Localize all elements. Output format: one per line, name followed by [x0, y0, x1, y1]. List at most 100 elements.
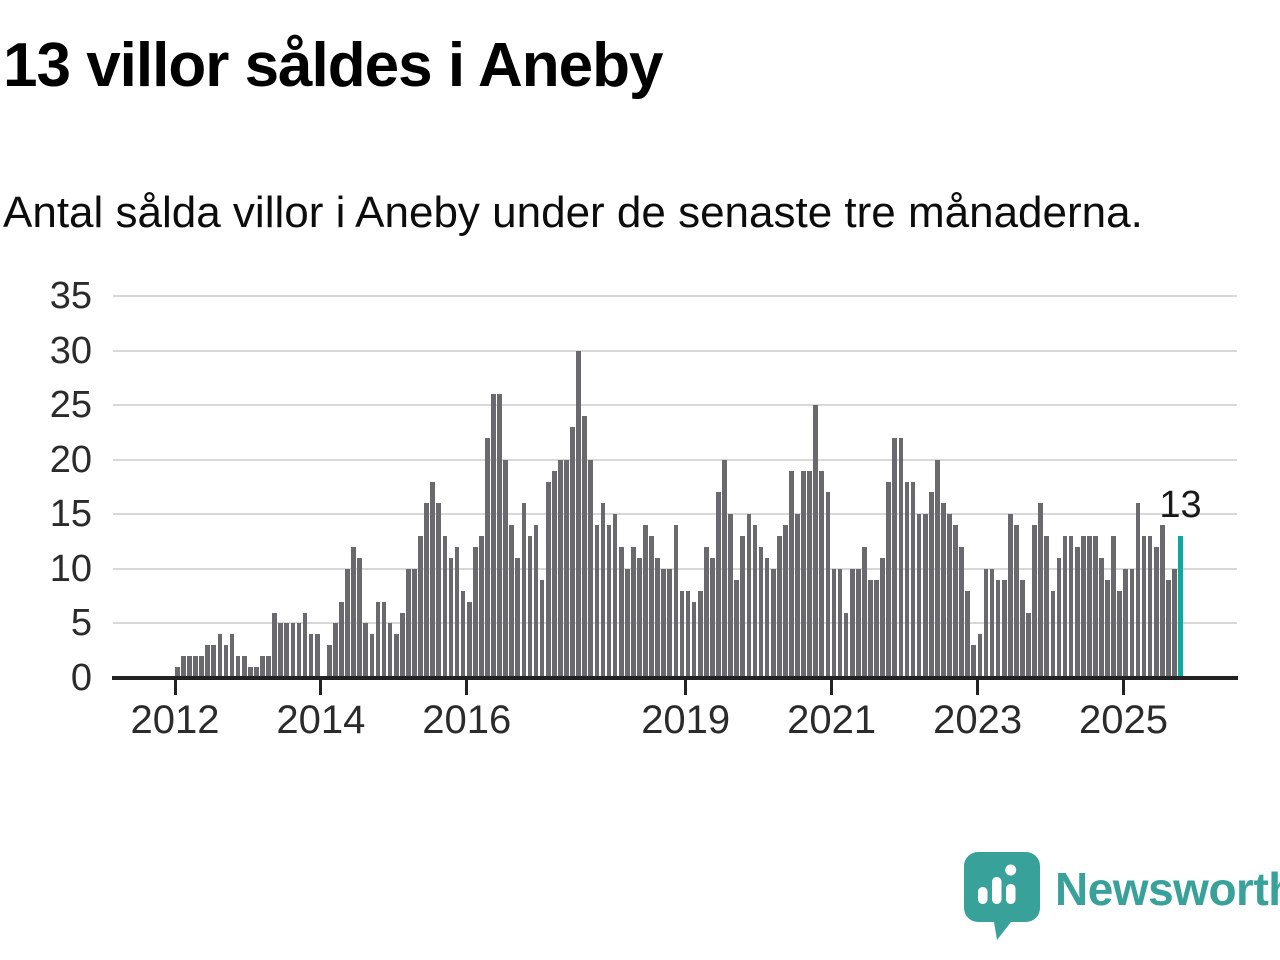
bar — [545, 481, 551, 678]
bar — [472, 547, 478, 678]
bar — [521, 503, 527, 678]
x-axis-tick — [684, 678, 688, 695]
bar — [1117, 590, 1123, 678]
bar — [333, 623, 338, 678]
bar — [466, 601, 472, 678]
bar — [849, 568, 855, 678]
bar — [515, 557, 521, 678]
bar — [971, 645, 977, 678]
bar — [558, 459, 563, 678]
bar — [916, 514, 922, 678]
bar — [661, 568, 667, 678]
bar — [1020, 579, 1025, 678]
bar — [1056, 557, 1062, 678]
bar — [977, 634, 983, 678]
x-axis-tick — [173, 678, 177, 695]
bar — [606, 525, 612, 678]
bar — [722, 459, 727, 678]
bar — [290, 623, 296, 678]
bar-chart: 0 5 10 15 20 25 30 35 2012 2014 2016 2019 2021 2023 20… — [0, 270, 1280, 750]
y-axis-label: 30 — [49, 329, 92, 372]
bar — [254, 667, 259, 678]
bar — [308, 634, 314, 678]
bar — [886, 481, 892, 678]
bar — [928, 492, 934, 678]
bar — [241, 656, 247, 678]
bar — [716, 492, 721, 678]
bar — [655, 557, 660, 678]
bar — [843, 612, 849, 678]
bar — [624, 568, 630, 678]
bar — [260, 656, 265, 678]
bar — [691, 601, 697, 678]
bar — [266, 656, 271, 678]
bar — [813, 405, 819, 678]
bar — [631, 547, 636, 678]
bar — [1129, 568, 1135, 678]
bar — [935, 459, 940, 678]
bar — [418, 536, 423, 678]
bar — [1038, 503, 1044, 678]
bar — [278, 623, 284, 678]
x-axis-label: 2023 — [933, 698, 1023, 742]
bar — [679, 590, 685, 678]
bar — [1007, 514, 1013, 678]
y-axis-label: 20 — [49, 438, 92, 481]
gridline — [113, 513, 1237, 516]
bar — [284, 623, 290, 678]
bar — [381, 601, 387, 678]
bar — [229, 634, 235, 678]
bar — [217, 634, 223, 678]
bar — [965, 590, 971, 678]
bar — [1123, 568, 1129, 678]
page-title: 13 villor såldes i Aneby — [3, 31, 663, 100]
bar — [576, 350, 581, 678]
bar — [983, 568, 989, 678]
bar — [296, 623, 302, 678]
bar — [363, 623, 369, 678]
bar — [953, 525, 958, 678]
bar — [412, 568, 417, 678]
bar — [1044, 536, 1050, 678]
bar — [193, 656, 198, 678]
bar — [776, 536, 782, 678]
bar — [752, 525, 758, 678]
gridline — [113, 295, 1237, 297]
y-axis-label: 35 — [49, 275, 92, 317]
bar — [612, 514, 618, 678]
bar — [995, 579, 1001, 678]
bar — [1166, 579, 1171, 678]
bar — [1080, 536, 1086, 678]
gridline — [113, 404, 1237, 407]
bar — [539, 579, 545, 678]
bar — [442, 536, 448, 678]
bar — [892, 437, 898, 678]
bar — [910, 481, 916, 678]
bar — [588, 459, 594, 678]
bar — [485, 437, 490, 678]
bar — [351, 547, 356, 678]
bar — [649, 536, 654, 678]
gridline — [113, 458, 1237, 461]
bar — [399, 612, 405, 678]
bar — [904, 481, 910, 678]
bar — [247, 667, 253, 678]
bar — [1172, 568, 1177, 678]
bar — [582, 416, 588, 678]
y-axis-label: 10 — [49, 547, 92, 590]
bar — [211, 645, 217, 678]
bar — [570, 426, 575, 678]
bar — [1014, 525, 1019, 678]
bar — [424, 503, 429, 678]
bar — [454, 547, 460, 678]
bar — [697, 590, 703, 678]
bar — [387, 623, 393, 678]
bar — [327, 645, 332, 678]
bar — [1147, 536, 1153, 678]
bar — [600, 503, 606, 678]
x-axis-tick — [976, 678, 980, 695]
bar — [1074, 547, 1080, 678]
bar — [637, 557, 642, 678]
y-axis-label: 5 — [70, 602, 92, 645]
